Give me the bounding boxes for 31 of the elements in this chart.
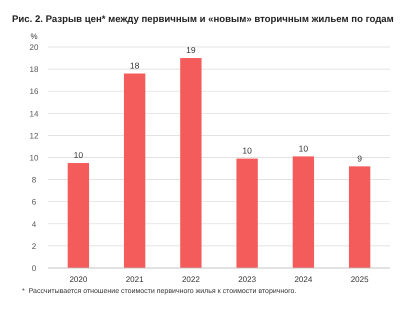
bar xyxy=(348,166,370,268)
y-tick-label: 0 xyxy=(32,264,37,273)
x-tick-label: 2024 xyxy=(294,275,313,284)
data-label: 18 xyxy=(130,60,140,71)
x-tick-label: 2022 xyxy=(182,275,200,284)
y-tick-label: 14 xyxy=(30,109,39,118)
data-label: 9 xyxy=(357,153,362,164)
x-tick-label: 2025 xyxy=(350,275,370,284)
bar xyxy=(236,158,258,268)
bar xyxy=(292,156,314,268)
chart-title: Рис. 2. Разрыв цен* между первичным и «новым» вторичным жильем по годам xyxy=(12,14,394,25)
data-label: 10 xyxy=(242,146,252,156)
data-label: 19 xyxy=(186,45,196,56)
y-tick-label: 20 xyxy=(30,43,39,52)
bar xyxy=(124,74,146,268)
y-tick-label: 16 xyxy=(30,87,39,96)
y-tick-label: 18 xyxy=(30,65,39,74)
bar xyxy=(68,163,90,268)
bar xyxy=(180,58,202,268)
y-tick-label: 6 xyxy=(32,198,37,207)
y-axis-title: % xyxy=(30,32,38,41)
x-tick-label: 2023 xyxy=(238,275,257,284)
y-tick-label: 8 xyxy=(32,176,37,185)
y-tick-label: 4 xyxy=(32,220,37,229)
x-tick-label: 2021 xyxy=(126,275,144,284)
data-label: 10 xyxy=(298,143,308,154)
y-tick-label: 12 xyxy=(30,131,39,140)
y-tick-label: 10 xyxy=(30,154,39,162)
data-label: 10 xyxy=(74,150,84,160)
y-tick-label: 2 xyxy=(32,242,37,251)
x-tick-label: 2020 xyxy=(69,275,88,284)
